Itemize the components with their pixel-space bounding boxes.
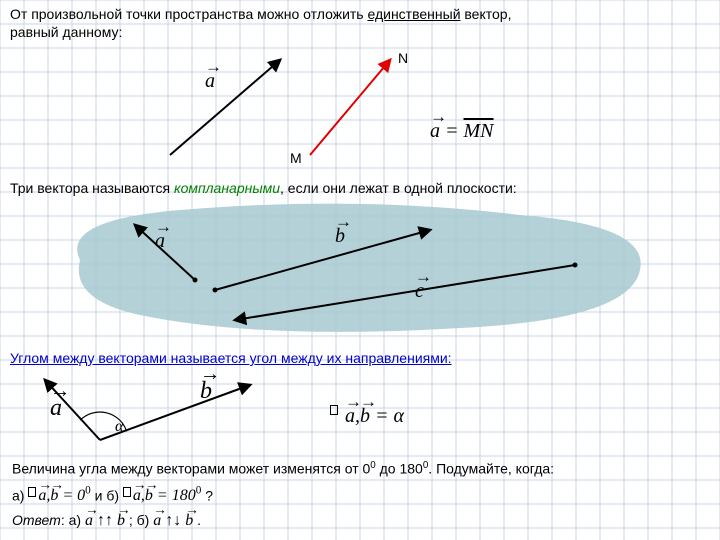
- equation-a-mn: a = MN: [430, 120, 494, 143]
- angle-vec-b: b: [200, 378, 212, 405]
- intro-1a: От произвольной точки пространства можно…: [10, 6, 364, 22]
- range-line: Величина угла между векторами может изме…: [12, 460, 554, 477]
- angle-symbol-box: [330, 405, 338, 415]
- blob-vec-b: b: [335, 225, 345, 248]
- angle-alpha-label: α: [115, 418, 123, 436]
- coplanar-line: Три вектора называются компланарными, ес…: [10, 180, 517, 196]
- vectors-overlay: [0, 0, 720, 540]
- intro-1b-underline: единственный: [367, 6, 460, 22]
- point-m-label: M: [290, 150, 302, 166]
- angle-vec-a: a: [50, 395, 62, 422]
- intro-line-1: От произвольной точки пространства можно…: [10, 6, 710, 22]
- point-n-label: N: [398, 50, 408, 66]
- angle-definition: Углом между векторами называется угол ме…: [10, 350, 452, 366]
- intro-line-2: равный данному:: [10, 24, 122, 40]
- blob-vec-c: c: [415, 280, 424, 303]
- answer-line: Ответ: а) a ↑↑ b ; б) a ↑↓ b .: [12, 512, 201, 530]
- intro-1c: вектор,: [461, 6, 512, 22]
- blob-vec-a: a: [155, 230, 165, 253]
- vector-a-label-1: a: [205, 70, 215, 93]
- question-line: а) a,b = 00 и б) a,b = 1800 ?: [12, 485, 213, 505]
- equation-ab-alpha: a,b = α: [330, 405, 404, 428]
